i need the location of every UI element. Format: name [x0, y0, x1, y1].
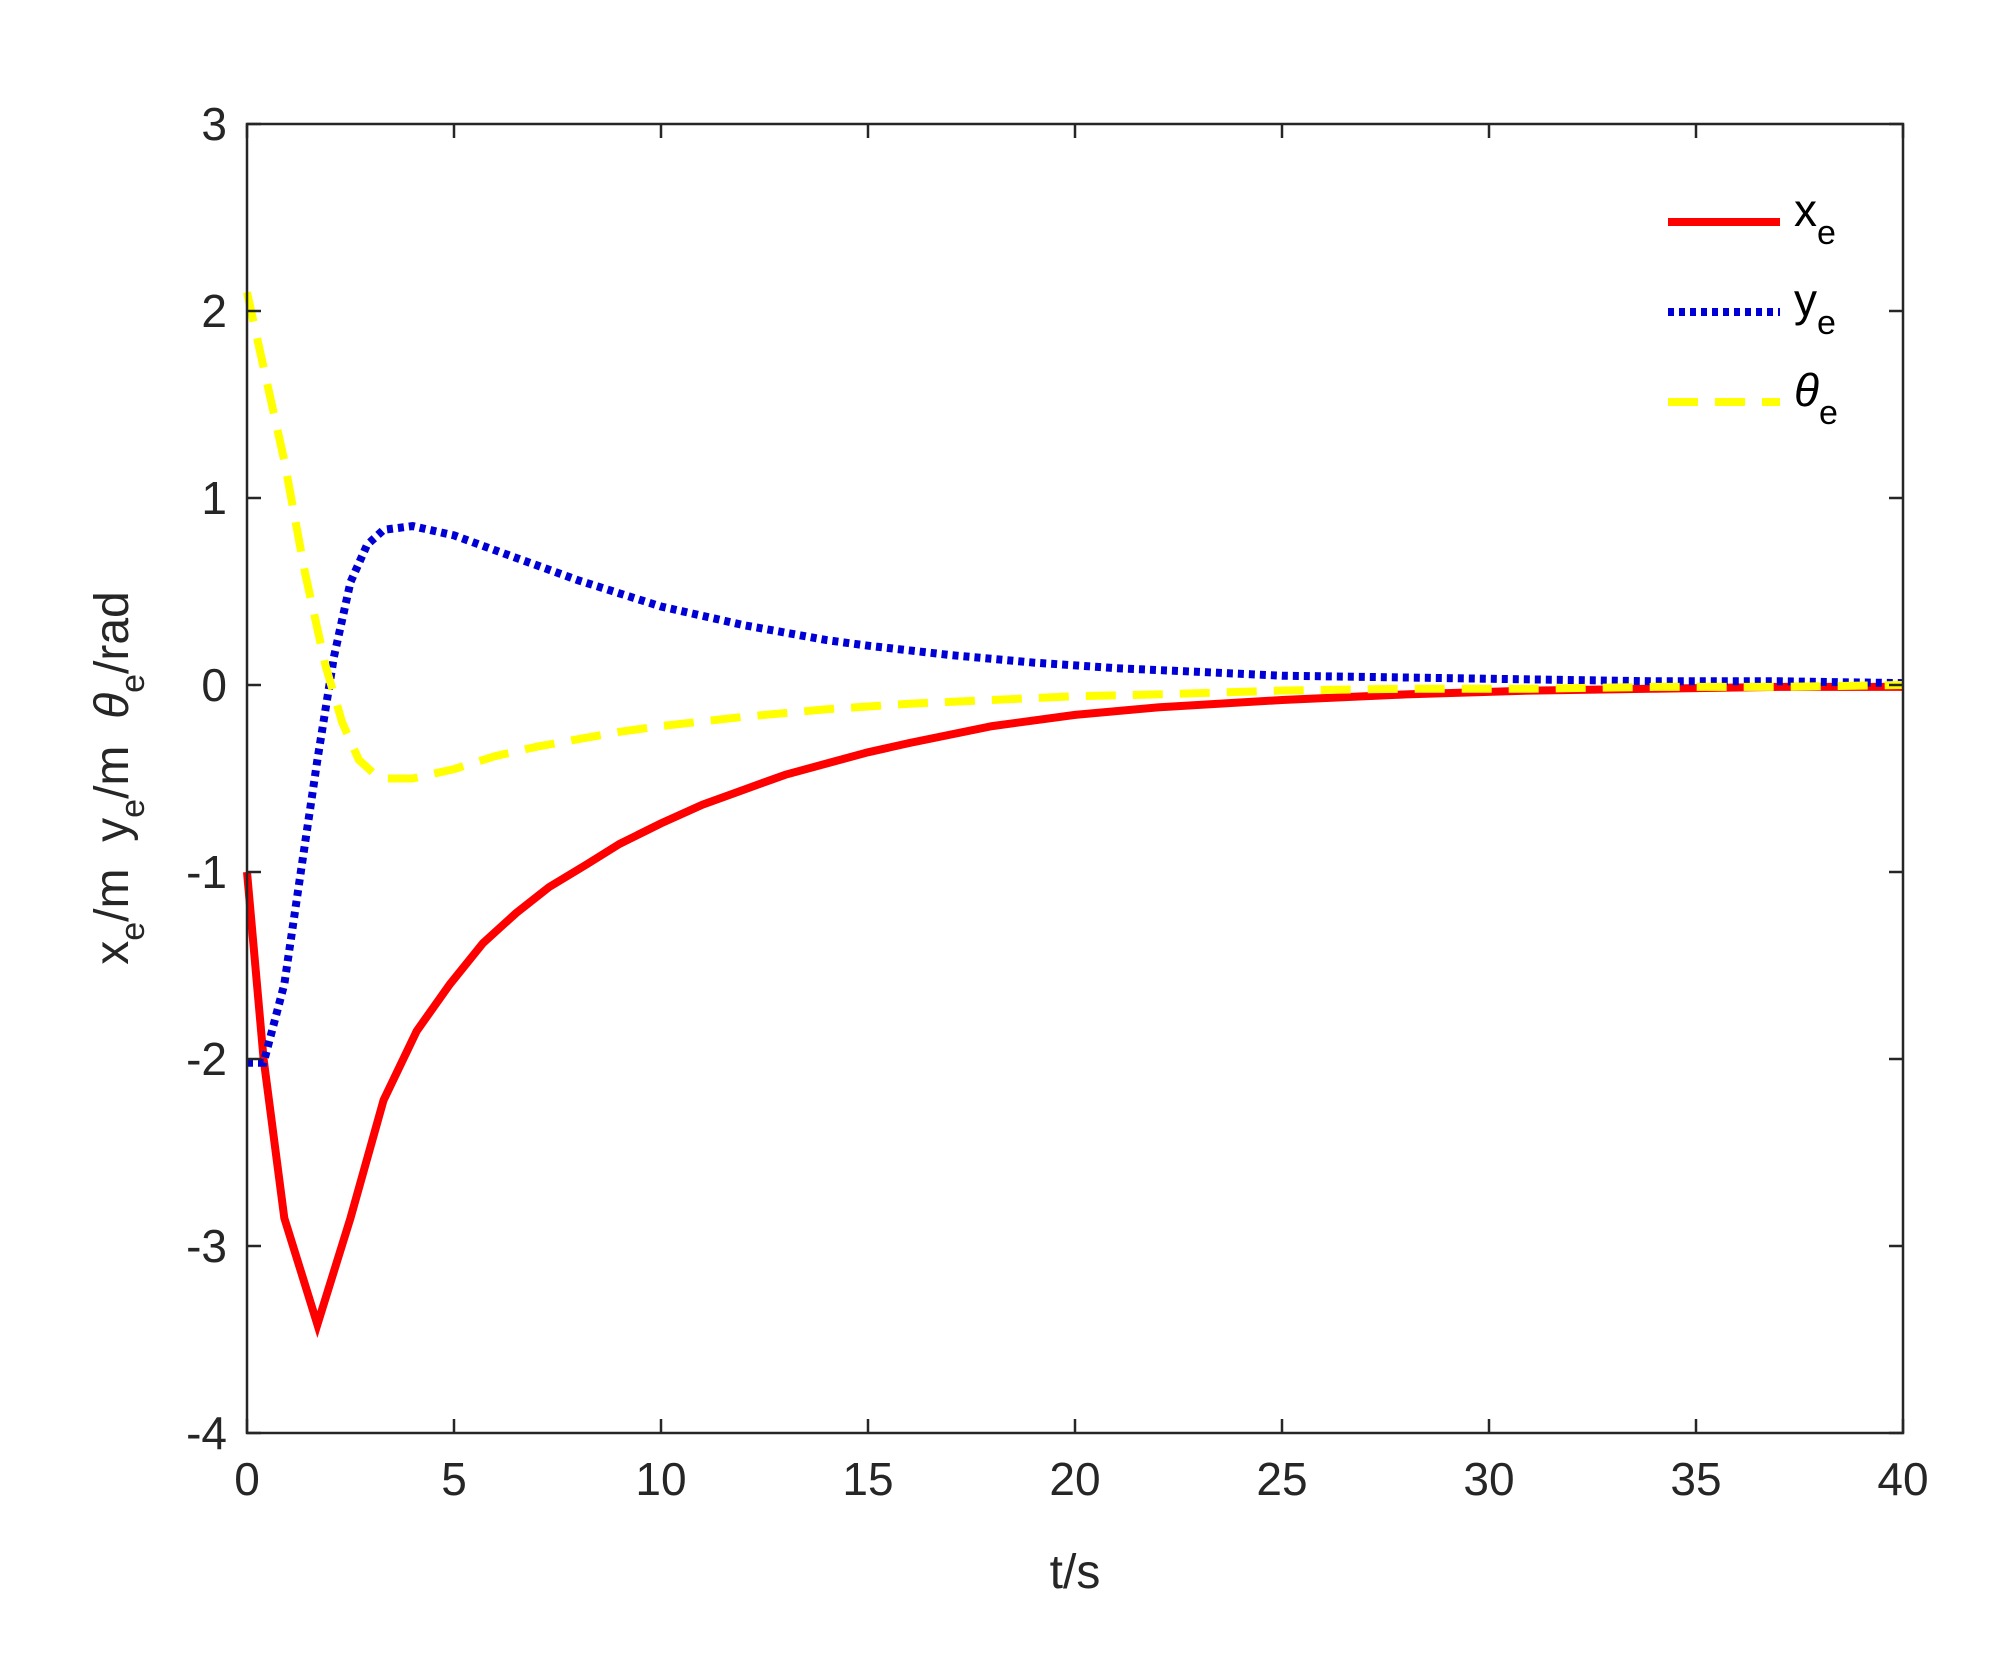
y-tick-label: -4 — [186, 1407, 227, 1459]
x-tick-label: 25 — [1256, 1453, 1307, 1505]
y-tick-label: -1 — [186, 846, 227, 898]
series-line-θe — [243, 291, 1904, 783]
y-label-subscript: e — [114, 799, 152, 818]
plot-frame — [245, 122, 1905, 1435]
series-line-ye — [247, 522, 1904, 1067]
x-tick-label: 40 — [1877, 1453, 1928, 1505]
x-tick-label: 35 — [1670, 1453, 1721, 1505]
legend-symbol: θ — [1794, 364, 1819, 416]
legend-entry: ye — [1794, 274, 1836, 342]
x-tick-label: 0 — [234, 1453, 260, 1505]
y-tick-label: 2 — [201, 285, 227, 337]
x-tick-label: 10 — [635, 1453, 686, 1505]
legend-entry: θe — [1794, 364, 1838, 432]
y-label-subscript: e — [114, 674, 152, 693]
tick-layer: 0 5 10 15 20 25 30 35 40 -4 -3 -2 -1 0 1 2 3 — [186, 98, 1928, 1505]
y-label-symbol: θ — [86, 693, 139, 719]
y-axis-label: xe/m ye/m θe/rad — [86, 591, 152, 965]
y-label-unit: /m — [86, 719, 139, 799]
legend-subscript: e — [1819, 394, 1838, 432]
x-tick-label: 5 — [441, 1453, 467, 1505]
y-tick-label: 0 — [201, 659, 227, 711]
legend-subscript: e — [1817, 304, 1836, 342]
x-axis-label: t/s — [1050, 1546, 1101, 1599]
y-tick-label: -3 — [186, 1220, 227, 1272]
y-label-subscript: e — [114, 922, 152, 941]
y-label-symbol: x — [86, 941, 139, 965]
series-line-xe — [243, 682, 1903, 1338]
legend-subscript: e — [1817, 214, 1836, 252]
y-label-symbol: y — [86, 818, 139, 842]
y-tick-label: 3 — [201, 98, 227, 150]
legend-symbol: y — [1794, 274, 1817, 326]
legend-symbol: x — [1794, 184, 1817, 236]
y-label-unit: /m — [86, 842, 139, 922]
plot-area — [247, 124, 1903, 1433]
y-label-unit: /rad — [86, 591, 139, 674]
legend-entry: xe — [1794, 184, 1836, 252]
x-tick-label: 30 — [1463, 1453, 1514, 1505]
x-tick-label: 15 — [842, 1453, 893, 1505]
y-tick-label: -2 — [186, 1033, 227, 1085]
y-tick-label: 1 — [201, 472, 227, 524]
x-tick-label: 20 — [1049, 1453, 1100, 1505]
series-layer — [243, 291, 1904, 1338]
